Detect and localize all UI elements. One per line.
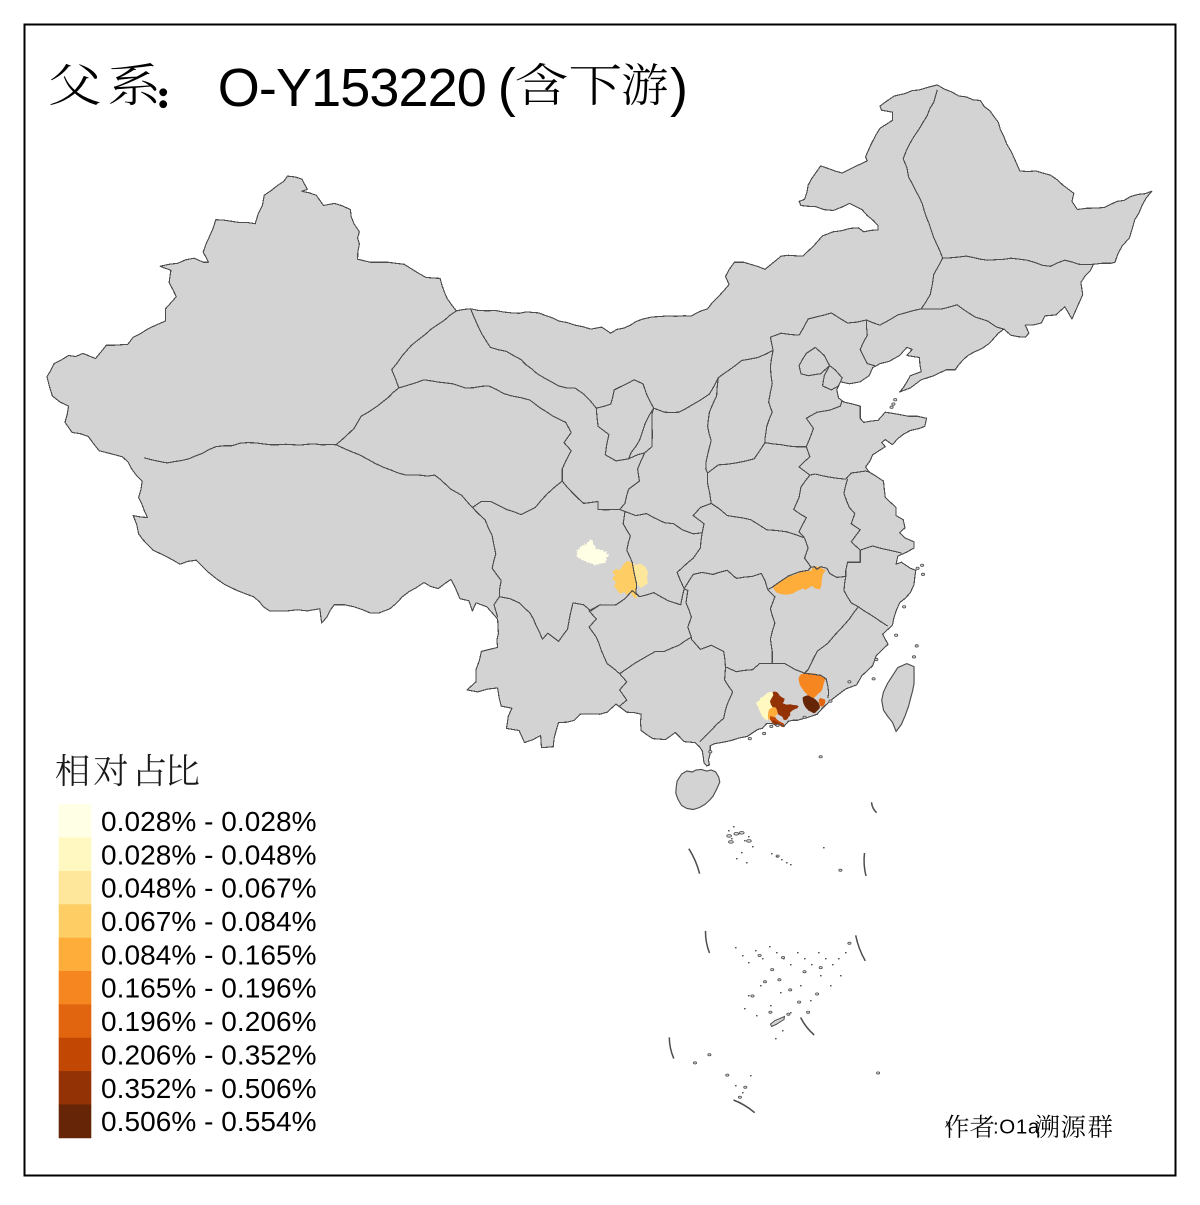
svg-text:(: ( [498,58,516,118]
svg-text:0.067% - 0.084%: 0.067% - 0.084% [101,906,317,937]
svg-text:0.028% - 0.048%: 0.028% - 0.048% [101,839,317,870]
svg-text:0.084% - 0.165%: 0.084% - 0.165% [101,939,317,970]
svg-text:0.028% - 0.028%: 0.028% - 0.028% [101,806,317,837]
svg-text:0.506% - 0.554%: 0.506% - 0.554% [101,1106,317,1137]
svg-text:0.165% - 0.196%: 0.165% - 0.196% [101,973,317,1004]
svg-text:0.196% - 0.206%: 0.196% - 0.206% [101,1006,317,1037]
svg-text:): ) [670,58,688,118]
svg-text::O1a: :O1a [993,1116,1040,1139]
svg-text:0.206% - 0.352%: 0.206% - 0.352% [101,1039,317,1070]
svg-text:0.048% - 0.067%: 0.048% - 0.067% [101,873,317,904]
svg-text:O-Y153220: O-Y153220 [218,58,486,118]
svg-text:0.352% - 0.506%: 0.352% - 0.506% [101,1073,317,1104]
